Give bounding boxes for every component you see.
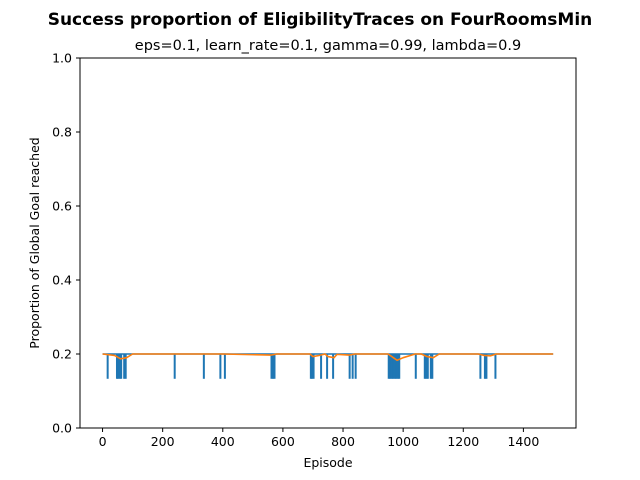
y-axis: 0.0 0.2 0.4 0.6 0.8 1.0 <box>52 51 80 436</box>
x-tick-label: 1200 <box>447 434 479 449</box>
x-tick-label: 200 <box>151 434 175 449</box>
x-tick-label: 400 <box>211 434 235 449</box>
x-tick-label: 1400 <box>507 434 539 449</box>
y-tick-label: 0.4 <box>52 273 72 288</box>
y-tick-label: 0.8 <box>52 125 72 140</box>
x-tick-label: 1000 <box>387 434 419 449</box>
x-tick-label: 800 <box>331 434 355 449</box>
y-axis-label: Proportion of Global Goal reached <box>27 137 42 348</box>
y-tick-label: 0.2 <box>52 347 72 362</box>
plot-area: 0 200 400 600 800 1000 1200 1400 0.00.20.40.60.… <box>52 51 577 449</box>
x-axis: 0 200 400 600 800 1000 1200 1400 <box>99 428 539 449</box>
y-tick-label: 0.0 <box>52 421 72 436</box>
x-tick-label: 600 <box>271 434 295 449</box>
chart-title: Success proportion of EligibilityTraces … <box>48 10 593 30</box>
series-2-line <box>102 353 554 362</box>
y-tick-label: 0.6 <box>52 199 72 214</box>
x-tick-label: 0 <box>99 434 107 449</box>
axes-frame <box>79 57 577 429</box>
x-axis-label: Episode <box>303 455 352 470</box>
chart-subtitle: eps=0.1, learn_rate=0.1, gamma=0.99, lam… <box>135 38 521 54</box>
series-layer <box>102 353 554 379</box>
y-tick-label: 1.0 <box>52 51 72 66</box>
